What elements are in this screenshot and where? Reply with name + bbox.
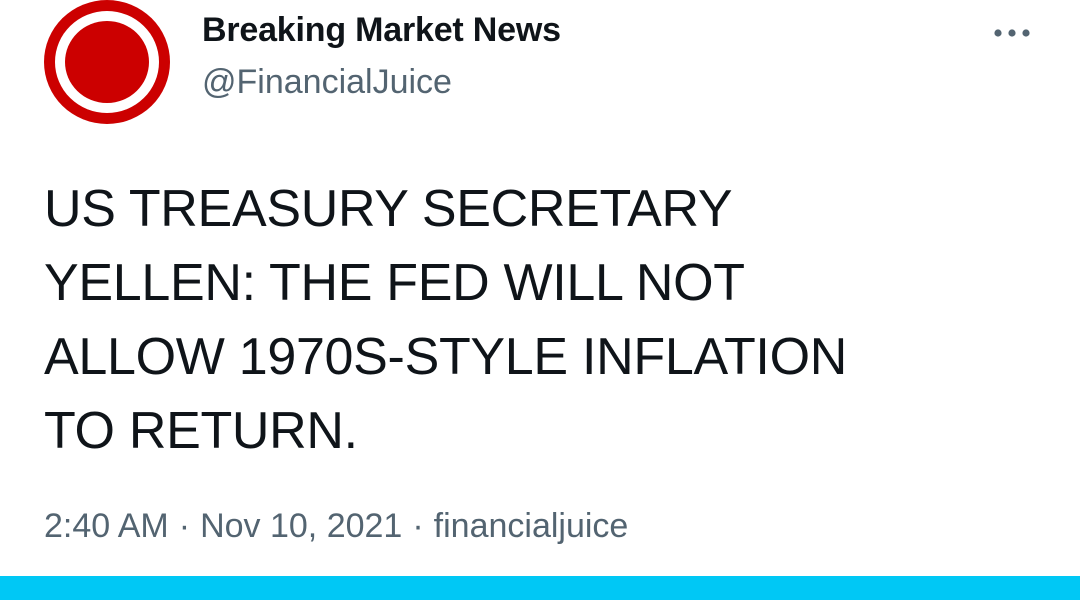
tweet-time[interactable]: 2:40 AM [44,507,169,545]
user-handle[interactable]: @FinancialJuice [202,63,452,101]
tweet-metadata: 2:40 AM · Nov 10, 2021 · financialjuice [44,507,628,546]
meta-separator: · [178,507,191,545]
more-options-icon [994,29,1030,37]
avatar[interactable] [44,0,170,124]
red-ring-logo-icon [44,0,170,124]
more-options-button[interactable] [988,18,1036,48]
meta-separator: · [412,507,424,545]
tweet-date[interactable]: Nov 10, 2021 [200,507,403,545]
display-name[interactable]: Breaking Market News [202,11,561,49]
tweet-text: US TREASURY SECRETARY YELLEN: THE FED WI… [44,180,847,460]
tweet-source[interactable]: financialjuice [433,507,629,545]
bottom-accent-bar [0,576,1080,600]
